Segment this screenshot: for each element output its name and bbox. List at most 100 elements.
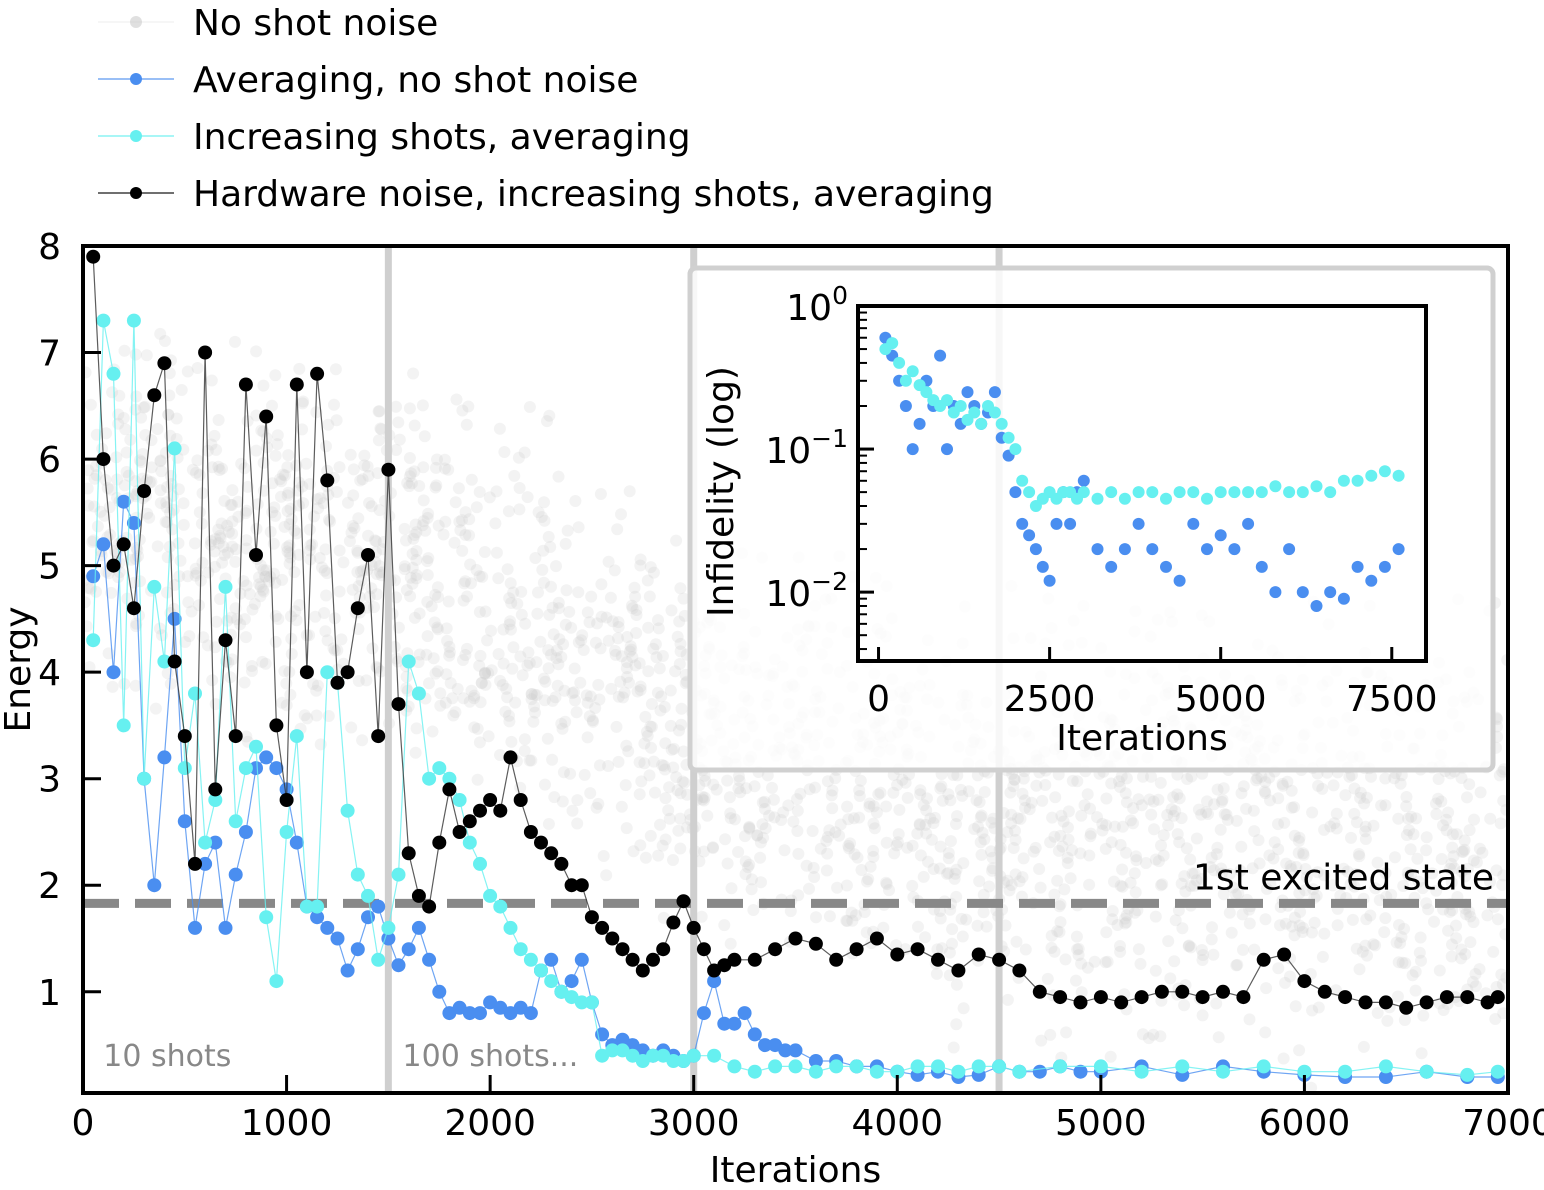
cloud-point xyxy=(400,534,412,547)
cloud-point xyxy=(275,490,287,503)
cloud-point xyxy=(617,691,630,704)
cloud-point xyxy=(197,631,210,644)
series-point-2 xyxy=(910,942,925,957)
series-point-2 xyxy=(788,931,803,946)
cloud-point xyxy=(1401,866,1414,879)
cloud-point xyxy=(724,812,737,825)
cloud-point xyxy=(609,648,622,661)
cloud-point xyxy=(645,720,658,733)
cloud-point xyxy=(504,577,517,590)
cloud-point xyxy=(1354,792,1367,804)
cloud-point xyxy=(266,477,279,490)
cloud-point xyxy=(1192,803,1205,816)
series-point-2 xyxy=(1114,995,1129,1010)
cloud-point xyxy=(934,782,947,795)
cloud-point xyxy=(975,848,988,861)
cloud-point xyxy=(459,528,472,541)
cloud-point xyxy=(602,634,615,647)
cloud-point xyxy=(1247,804,1260,817)
cloud-point xyxy=(653,662,666,675)
cloud-point xyxy=(1369,939,1382,952)
cloud-point xyxy=(347,463,360,476)
cloud-point xyxy=(1164,972,1177,985)
inset-point-1 xyxy=(941,394,953,407)
cloud-point xyxy=(845,906,858,919)
cloud-point xyxy=(501,691,514,704)
cloud-point xyxy=(803,882,815,895)
cloud-point xyxy=(1246,862,1259,875)
cloud-point xyxy=(1127,802,1140,815)
cloud-point xyxy=(428,616,441,629)
cloud-point xyxy=(550,560,562,573)
cloud-point xyxy=(1446,938,1458,951)
cloud-point xyxy=(1206,921,1218,934)
cloud-point xyxy=(633,756,646,769)
cloud-point xyxy=(1007,842,1020,854)
cloud-point xyxy=(352,675,365,687)
cloud-point xyxy=(1394,937,1407,950)
series-point-2 xyxy=(829,952,844,967)
cloud-point xyxy=(1414,931,1427,944)
cloud-point xyxy=(740,782,753,795)
cloud-point xyxy=(605,682,618,695)
cloud-point xyxy=(1129,886,1142,899)
cloud-point xyxy=(373,560,386,573)
cloud-point xyxy=(581,731,594,744)
series-point-1 xyxy=(218,579,233,594)
cloud-point xyxy=(1450,828,1463,841)
series-point-2 xyxy=(1134,990,1149,1005)
cloud-point xyxy=(1442,924,1455,937)
cloud-point xyxy=(791,804,804,817)
cloud-point xyxy=(1168,955,1181,968)
cloud-point xyxy=(620,739,633,752)
cloud-point xyxy=(256,655,269,668)
cloud-point xyxy=(83,482,94,495)
cloud-point xyxy=(1402,869,1415,882)
cloud-point xyxy=(1075,986,1088,999)
cloud-point xyxy=(933,905,946,917)
cloud-point xyxy=(390,591,403,604)
cloud-point xyxy=(1420,897,1433,910)
cloud-point xyxy=(642,665,655,678)
cloud-point xyxy=(1052,844,1065,857)
cloud-point xyxy=(956,930,969,943)
cloud-point xyxy=(468,692,480,705)
cloud-point xyxy=(1048,945,1061,958)
cloud-point xyxy=(1398,1014,1411,1026)
cloud-point xyxy=(1044,836,1057,849)
cloud-point xyxy=(250,522,263,535)
cloud-point xyxy=(1154,1030,1167,1043)
cloud-point xyxy=(534,635,547,648)
cloud-point xyxy=(155,465,168,478)
series-point-2 xyxy=(564,878,579,893)
cloud-point xyxy=(213,464,226,476)
series-point-2 xyxy=(1216,984,1230,999)
cloud-point xyxy=(1263,849,1276,862)
series-point-1 xyxy=(401,654,416,669)
cloud-point xyxy=(863,797,876,810)
cloud-point xyxy=(1236,908,1249,921)
cloud-point xyxy=(1420,831,1433,844)
cloud-point xyxy=(1083,849,1096,862)
cloud-point xyxy=(710,783,723,796)
series-point-2 xyxy=(1378,995,1393,1010)
cloud-point xyxy=(471,773,484,786)
cloud-point xyxy=(589,636,602,649)
cloud-point xyxy=(724,937,737,950)
cloud-point xyxy=(1016,787,1029,800)
cloud-point xyxy=(1353,963,1366,976)
cloud-point xyxy=(651,686,664,699)
cloud-point xyxy=(282,486,295,499)
cloud-point xyxy=(437,528,450,541)
cloud-point xyxy=(1120,909,1133,922)
series-point-0 xyxy=(371,899,386,914)
cloud-point xyxy=(844,837,857,850)
cloud-point xyxy=(1235,840,1248,853)
cloud-point xyxy=(1053,900,1066,913)
cloud-point xyxy=(423,677,435,690)
axes-frame xyxy=(81,244,1510,1095)
cloud-point xyxy=(1389,851,1401,864)
cloud-point xyxy=(84,398,97,411)
cloud-point xyxy=(1061,851,1074,864)
cloud-point xyxy=(525,754,538,767)
